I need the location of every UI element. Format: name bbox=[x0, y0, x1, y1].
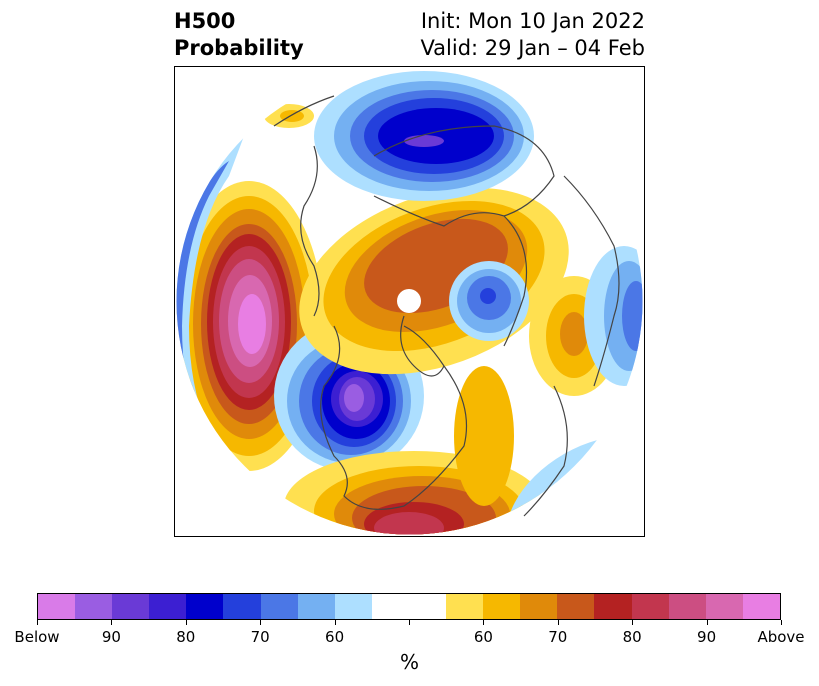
valid-range: Valid: 29 Jan – 04 Feb bbox=[420, 36, 645, 60]
colorbar bbox=[37, 593, 781, 620]
colorbar-tick bbox=[37, 620, 38, 625]
colorbar-segment bbox=[520, 594, 558, 619]
colorbar-tick-label: 90 bbox=[101, 628, 121, 646]
colorbar-tick bbox=[557, 620, 559, 625]
colorbar-segment bbox=[705, 594, 743, 619]
pole-hole bbox=[397, 289, 421, 313]
colorbar-tick bbox=[111, 620, 113, 625]
map-product: Probability bbox=[174, 36, 304, 60]
map-variable: H500 bbox=[174, 9, 236, 33]
eurasia-below-anomaly bbox=[314, 71, 534, 201]
colorbar-ticks bbox=[37, 620, 782, 630]
colorbar-segment bbox=[371, 594, 409, 619]
colorbar-tick-label: 80 bbox=[176, 628, 196, 646]
map-border bbox=[174, 66, 645, 537]
colorbar-segment bbox=[557, 594, 595, 619]
colorbar-tick bbox=[409, 620, 410, 625]
colorbar-segment bbox=[260, 594, 298, 619]
colorbar-segment bbox=[334, 594, 372, 619]
coastlines bbox=[273, 95, 620, 517]
colorbar-tick bbox=[483, 620, 485, 625]
colorbar-tick-label: 90 bbox=[697, 628, 717, 646]
colorbar-tick-label: Above bbox=[757, 628, 805, 646]
title-right: Init: Mon 10 Jan 2022 Valid: 29 Jan – 04… bbox=[420, 8, 645, 62]
colorbar-tick-label: 60 bbox=[325, 628, 345, 646]
colorbar-segment bbox=[446, 594, 484, 619]
colorbar-segment bbox=[75, 594, 113, 619]
colorbar-tick-label: 70 bbox=[548, 628, 568, 646]
colorbar-tick bbox=[781, 620, 782, 625]
colorbar-tick bbox=[334, 620, 336, 625]
asia-below-spot bbox=[449, 261, 529, 341]
colorbar-segment bbox=[223, 594, 261, 619]
colorbar-tick-label: 60 bbox=[473, 628, 493, 646]
polar-map bbox=[174, 66, 645, 537]
colorbar-segment bbox=[38, 594, 76, 619]
colorbar-tick bbox=[260, 620, 262, 625]
colorbar-segment bbox=[483, 594, 521, 619]
colorbar-tick bbox=[632, 620, 634, 625]
colorbar-segment bbox=[112, 594, 150, 619]
colorbar-segment bbox=[408, 594, 447, 619]
colorbar-segment bbox=[742, 594, 780, 619]
init-date: Init: Mon 10 Jan 2022 bbox=[420, 9, 645, 33]
colorbar-segment bbox=[631, 594, 669, 619]
colorbar-segment bbox=[149, 594, 187, 619]
colorbar-segment bbox=[297, 594, 335, 619]
colorbar-tick-label: 70 bbox=[250, 628, 270, 646]
colorbar-segment bbox=[594, 594, 632, 619]
colorbar-units: % bbox=[399, 650, 419, 674]
colorbar-segment bbox=[186, 594, 224, 619]
colorbar-tick-label: Below bbox=[14, 628, 60, 646]
colorbar-segment bbox=[668, 594, 706, 619]
colorbar-tick bbox=[706, 620, 708, 625]
title-left: H500 Probability bbox=[174, 8, 304, 62]
colorbar-tick-label: 80 bbox=[622, 628, 642, 646]
colorbar-tick bbox=[185, 620, 187, 625]
